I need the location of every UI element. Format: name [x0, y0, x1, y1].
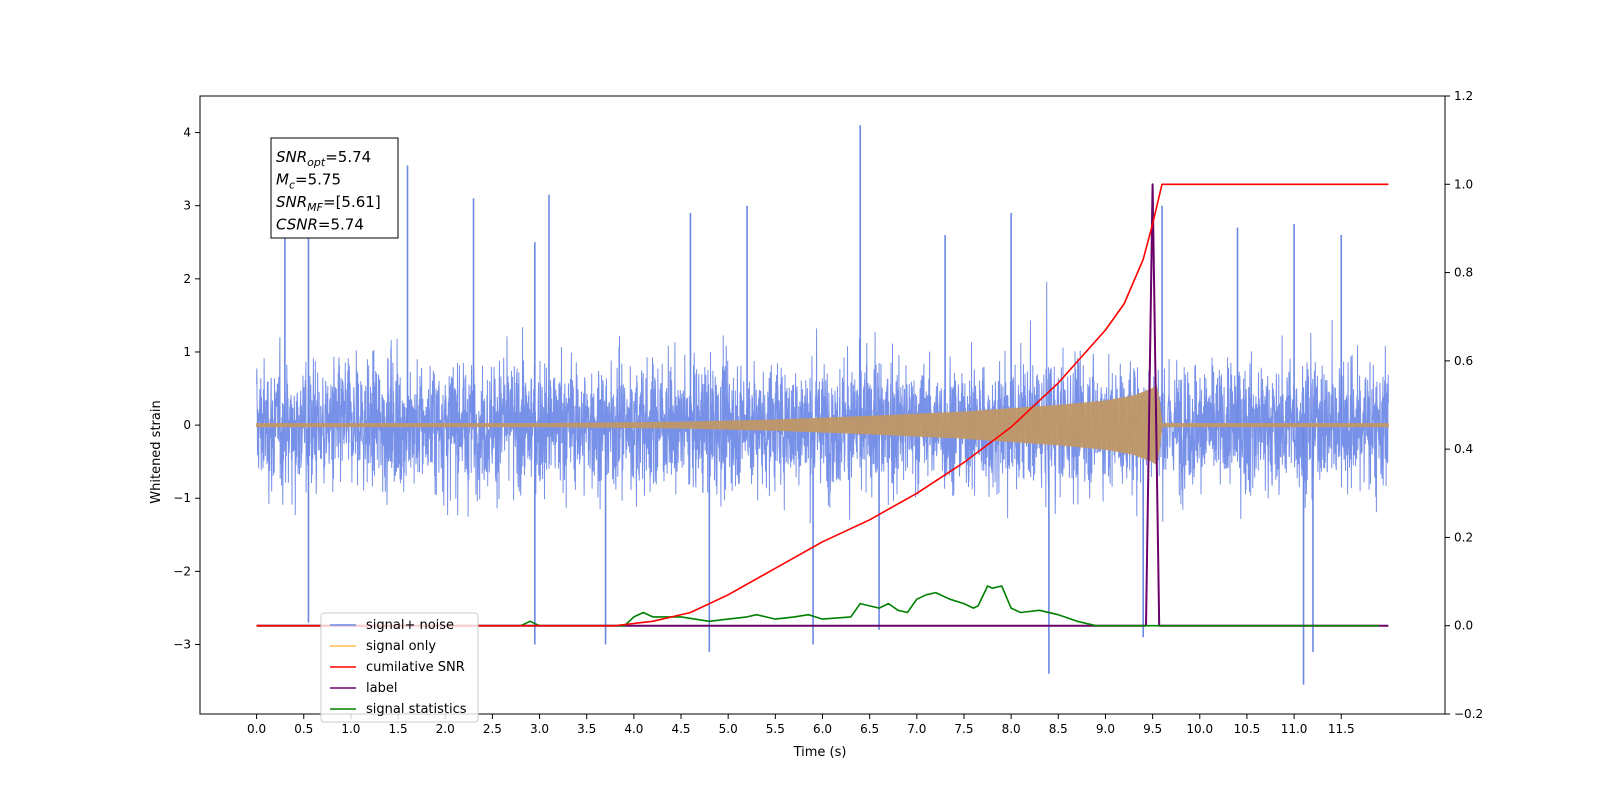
- x-tick-label: 8.5: [1049, 722, 1068, 736]
- y2-tick-label: 0.8: [1454, 266, 1473, 280]
- x-tick-label: 7.0: [907, 722, 926, 736]
- legend-label: label: [366, 681, 397, 696]
- y2-tick-label: 0.4: [1454, 442, 1473, 456]
- x-tick-label: 1.5: [389, 722, 408, 736]
- x-tick-label: 2.0: [436, 722, 455, 736]
- series-signal-noise: [256, 281, 1389, 524]
- x-tick-label: 0.0: [247, 722, 266, 736]
- legend-label: signal only: [366, 639, 436, 654]
- x-tick-label: 4.5: [671, 722, 690, 736]
- x-tick-label: 5.0: [719, 722, 738, 736]
- y-tick-label: 2: [183, 272, 191, 286]
- x-tick-label: 0.5: [294, 722, 313, 736]
- y2-tick-label: 0.6: [1454, 354, 1473, 368]
- x-tick-label: 1.0: [341, 722, 360, 736]
- y2-tick-label: 0.2: [1454, 530, 1473, 544]
- legend-label: signal statistics: [366, 702, 467, 717]
- x-tick-label: 8.0: [1002, 722, 1021, 736]
- y-tick-label: 1: [183, 345, 191, 359]
- series-cumilative-snr: [256, 183, 1389, 627]
- x-tick-label: 5.5: [766, 722, 785, 736]
- y-tick-label: 4: [183, 126, 191, 140]
- x-tick-label: 11.5: [1328, 722, 1355, 736]
- annotation-line: Mc=5.75: [276, 171, 341, 192]
- y2-tick-label: 1.2: [1454, 89, 1473, 103]
- y2-tick-label: 1.0: [1454, 177, 1473, 191]
- series-signal-only: [256, 384, 1389, 466]
- x-axis-label: Time (s): [793, 745, 847, 760]
- x-tick-label: 3.5: [577, 722, 596, 736]
- x-tick-label: 4.0: [624, 722, 643, 736]
- plot-area: [256, 125, 1389, 685]
- y-tick-label: 3: [183, 199, 191, 213]
- x-tick-label: 9.0: [1096, 722, 1115, 736]
- x-tick-label: 11.0: [1281, 722, 1308, 736]
- y2-tick-label: −0.2: [1454, 707, 1483, 721]
- series-signal-statistics: [256, 585, 1379, 627]
- x-tick-label: 9.5: [1143, 722, 1162, 736]
- legend-frame: [320, 612, 479, 723]
- y-tick-label: −2: [173, 564, 191, 578]
- y-axis-label: Whitened strain: [149, 400, 164, 503]
- x-tick-label: 6.5: [860, 722, 879, 736]
- axes: 0.0 0.5 1.0 1.5 2.0 2.5 3.0 3.5 4.0 4.5 5.0 5.5 6.0 6…: [173, 89, 1483, 736]
- annotation-line: SNRMF=[5.61]: [276, 193, 381, 214]
- x-tick-label: 10.0: [1186, 722, 1213, 736]
- y-tick-label: −1: [173, 491, 191, 505]
- legend: signal+ noise signal only cumilative SNR la…: [320, 612, 479, 723]
- annotation-line: CSNR=5.74: [276, 216, 364, 234]
- annotation-frame: [270, 137, 399, 239]
- x-tick-label: 2.5: [483, 722, 502, 736]
- legend-label: cumilative SNR: [366, 660, 465, 675]
- x-tick-label: 10.5: [1234, 722, 1261, 736]
- y-tick-label: 0: [183, 418, 191, 432]
- x-tick-label: 3.0: [530, 722, 549, 736]
- x-tick-label: 7.5: [954, 722, 973, 736]
- y2-tick-label: 0.0: [1454, 619, 1473, 633]
- series-signal-noise-spikes: [284, 125, 1343, 685]
- annotation-line: SNRopt=5.74: [276, 148, 371, 169]
- y-tick-label: −3: [173, 638, 191, 652]
- legend-label: signal+ noise: [366, 618, 454, 633]
- x-tick-label: 6.0: [813, 722, 832, 736]
